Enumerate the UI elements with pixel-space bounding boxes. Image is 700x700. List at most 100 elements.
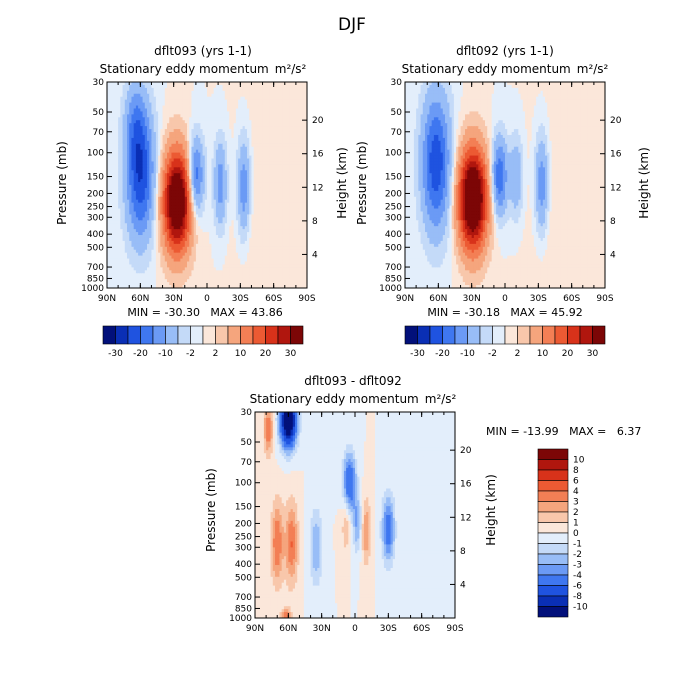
field-cell <box>155 179 159 183</box>
field-cell <box>164 90 168 95</box>
field-cell <box>251 164 255 168</box>
field-cell <box>302 164 306 168</box>
field-cell <box>224 179 228 183</box>
field-cell <box>260 129 264 133</box>
field-cell <box>253 93 257 98</box>
field-cell <box>142 170 146 174</box>
field-cell <box>211 82 215 86</box>
field-cell <box>242 82 246 86</box>
field-cell <box>287 114 290 118</box>
field-cell <box>113 140 117 145</box>
field-cell <box>220 114 224 118</box>
field-cell <box>291 84 295 89</box>
field-cell <box>124 134 128 139</box>
field-cell <box>144 120 148 124</box>
field-cell <box>253 155 257 160</box>
field-cell <box>207 99 210 104</box>
field-cell <box>135 123 139 127</box>
field-cell <box>127 140 130 145</box>
field-cell <box>200 167 204 171</box>
field-cell <box>202 190 206 195</box>
field-cell <box>173 108 177 112</box>
field-cell <box>198 176 201 180</box>
field-cell <box>133 146 137 151</box>
field-cell <box>211 185 215 189</box>
field-cell <box>155 117 159 121</box>
field-cell <box>300 179 304 183</box>
field-cell <box>280 82 284 86</box>
field-cell <box>295 123 299 127</box>
field-cell <box>207 114 210 118</box>
field-cell <box>282 185 286 189</box>
field-cell <box>164 173 168 177</box>
field-cell <box>209 111 212 115</box>
field-cell <box>235 164 239 168</box>
field-cell <box>127 96 130 101</box>
field-cell <box>138 134 141 139</box>
field-cell <box>202 158 206 162</box>
field-cell <box>289 137 292 142</box>
field-cell <box>182 129 186 133</box>
field-cell <box>209 152 212 157</box>
field-cell <box>151 96 155 101</box>
field-cell <box>255 152 259 157</box>
field-cell <box>238 140 241 145</box>
field-cell <box>295 120 299 124</box>
field-cell <box>220 179 224 183</box>
field-cell <box>295 185 299 189</box>
field-cell <box>111 173 115 177</box>
field-cell <box>258 173 261 177</box>
field-cell <box>162 179 166 183</box>
field-cell <box>273 117 277 121</box>
field-cell <box>204 179 208 183</box>
field-cell <box>120 155 124 160</box>
field-cell <box>198 120 201 124</box>
field-cell <box>178 111 181 115</box>
field-cell <box>220 187 224 192</box>
field-cell <box>131 102 135 107</box>
field-cell <box>222 117 226 121</box>
field-cell <box>293 167 297 171</box>
field-cell <box>151 126 155 130</box>
field-cell <box>138 137 141 142</box>
field-cell <box>109 126 112 130</box>
field-cell <box>269 96 272 101</box>
field-cell <box>224 123 228 127</box>
field-cell <box>253 90 257 95</box>
field-cell <box>151 111 155 115</box>
field-cell <box>251 152 255 157</box>
field-cell <box>149 164 152 168</box>
field-cell <box>287 155 290 160</box>
field-cell <box>242 126 246 130</box>
field-cell <box>140 143 144 148</box>
field-cell <box>171 108 175 112</box>
field-cell <box>258 108 261 112</box>
field-cell <box>122 170 126 174</box>
field-cell <box>282 111 286 115</box>
field-cell <box>211 111 215 115</box>
field-cell <box>249 167 252 171</box>
field-cell <box>289 167 292 171</box>
field-cell <box>227 155 230 160</box>
field-cell <box>218 132 221 136</box>
field-cell <box>291 167 295 171</box>
field-cell <box>287 87 290 92</box>
field-cell <box>304 108 307 112</box>
field-cell <box>218 102 221 107</box>
field-cell <box>238 99 241 104</box>
field-cell <box>160 140 164 145</box>
field-cell <box>267 129 270 133</box>
field-cell <box>215 132 219 136</box>
field-cell <box>151 193 155 198</box>
field-cell <box>284 105 288 109</box>
field-cell <box>171 137 175 142</box>
field-cell <box>118 187 121 192</box>
field-cell <box>171 93 175 98</box>
field-cell <box>164 193 168 198</box>
field-cell <box>300 187 304 192</box>
field-cell <box>249 164 252 168</box>
field-cell <box>164 132 168 136</box>
field-cell <box>209 117 212 121</box>
field-cell <box>149 158 152 162</box>
field-cell <box>238 134 241 139</box>
